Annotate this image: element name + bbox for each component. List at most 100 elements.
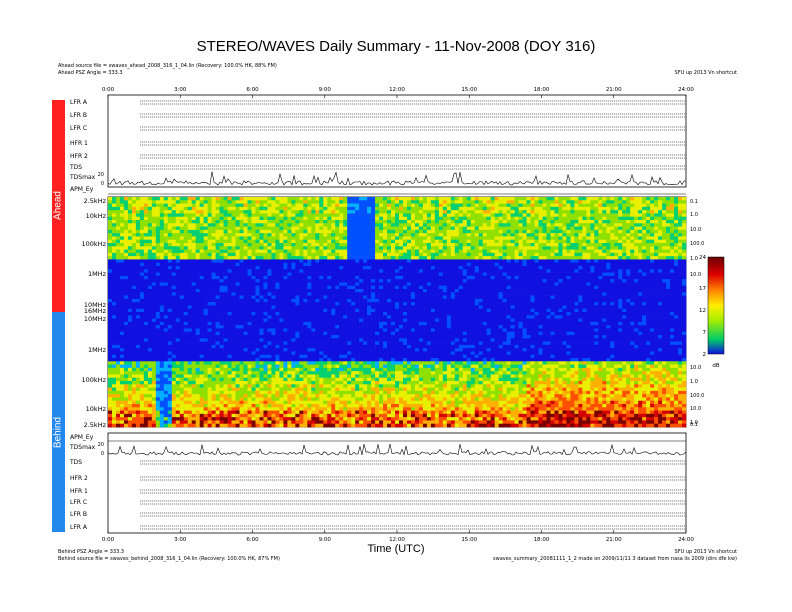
spectrogram-cell xyxy=(602,210,607,214)
spectrogram-cell xyxy=(291,229,296,234)
spectrogram-cell xyxy=(235,236,240,241)
spectrogram-cell xyxy=(295,243,300,247)
spectrogram-cell xyxy=(622,200,627,204)
spectrogram-cell xyxy=(275,203,280,208)
spectrogram-cell xyxy=(255,269,260,273)
spectrogram-cell xyxy=(383,246,388,250)
spectrogram-cell xyxy=(123,305,129,310)
spectrogram-cell xyxy=(654,239,659,244)
spectrogram-cell xyxy=(610,213,615,218)
spectrogram-cell xyxy=(387,266,392,270)
spectrogram-cell xyxy=(207,200,212,204)
spectrogram-cell xyxy=(506,243,511,247)
spectrogram-cell xyxy=(590,249,595,254)
spectrogram-cell xyxy=(682,275,687,280)
spectrogram-cell xyxy=(327,302,332,306)
spectrogram-cell xyxy=(271,220,276,224)
spectrogram-cell xyxy=(131,289,137,293)
spectrogram-cell xyxy=(406,292,412,296)
spectrogram-cell xyxy=(127,243,133,247)
spectrogram-cell xyxy=(211,298,216,303)
spectrogram-cell xyxy=(486,252,491,257)
spectrogram-cell xyxy=(207,246,212,250)
spectrogram-cell xyxy=(247,269,252,273)
spectrogram-cell xyxy=(474,220,480,224)
spectrogram-cell xyxy=(478,223,484,227)
spectrogram-cell xyxy=(634,272,639,277)
spectrogram-cell xyxy=(335,252,340,257)
spectrogram-cell xyxy=(223,285,228,290)
spectrogram-cell xyxy=(678,226,683,231)
spectrogram-cell xyxy=(139,282,145,287)
spectrogram-cell xyxy=(115,236,121,241)
spectrogram-cell xyxy=(650,197,655,201)
spectrogram-cell xyxy=(462,213,468,218)
spectrogram-cell xyxy=(343,252,348,257)
spectrogram-cell xyxy=(303,206,308,211)
spectrogram-cell xyxy=(339,220,344,224)
spectrogram-cell xyxy=(554,282,559,287)
spectrogram-cell xyxy=(514,302,519,306)
spectrogram-cell xyxy=(259,266,264,270)
spectrogram-cell xyxy=(614,223,619,227)
spectrogram-cell xyxy=(343,246,348,250)
spectrogram-cell xyxy=(195,200,200,204)
spectrogram-cell xyxy=(127,226,133,231)
spectrogram-cell xyxy=(115,298,121,303)
spectrogram-cell xyxy=(654,305,659,310)
spectrogram-cell xyxy=(646,220,651,224)
spectrogram-cell xyxy=(546,302,551,306)
spectrogram-cell xyxy=(163,197,169,201)
spectrogram-cell xyxy=(658,282,663,287)
spectrogram-cell xyxy=(335,233,340,237)
spectrogram-cell xyxy=(383,285,388,290)
spectrogram-cell xyxy=(195,223,200,227)
spectrogram-cell xyxy=(295,229,300,234)
spectrogram-cell xyxy=(151,239,157,244)
spectrogram-cell xyxy=(311,305,316,310)
spectrogram-cell xyxy=(606,272,611,277)
spectrogram-cell xyxy=(343,236,348,241)
spectrogram-cell xyxy=(119,252,125,257)
spectrogram-cell xyxy=(375,210,380,214)
spectrogram-cell xyxy=(510,275,515,280)
spectrogram-cell xyxy=(522,295,527,300)
spectrogram-cell xyxy=(670,246,675,250)
spectrogram-cell xyxy=(231,279,236,283)
spectrogram-cell xyxy=(299,206,304,211)
spectrogram-cell xyxy=(578,206,583,211)
spectrogram-cell xyxy=(235,252,240,257)
spectrogram-cell xyxy=(135,213,141,218)
spectrogram-cell xyxy=(135,252,141,257)
spectrogram-cell xyxy=(163,233,169,237)
spectrogram-cell xyxy=(335,282,340,287)
spectrogram-cell xyxy=(167,308,173,313)
spectrogram-cell xyxy=(630,200,635,204)
spectrogram-cell xyxy=(466,206,472,211)
spectrogram-cell xyxy=(526,203,531,208)
spectrogram-cell xyxy=(175,229,181,234)
spectrogram-cell xyxy=(670,239,675,244)
spectrogram-cell xyxy=(375,256,380,260)
spectrogram-cell xyxy=(171,246,177,250)
spectrogram-cell xyxy=(546,206,551,211)
spectrogram-cell xyxy=(375,229,380,234)
spectrogram-cell xyxy=(303,275,308,280)
spectrogram-cell xyxy=(474,206,480,211)
spectrogram-cell xyxy=(618,200,623,204)
spectrogram-cell xyxy=(566,206,571,211)
spectrogram-cell xyxy=(558,246,563,250)
spectrogram-cell xyxy=(363,226,368,231)
spectrogram-cell xyxy=(175,236,181,241)
spectrogram-cell xyxy=(646,233,651,237)
spectrogram-cell xyxy=(279,210,284,214)
spectrogram-cell xyxy=(506,285,511,290)
spectrogram-cell xyxy=(147,210,153,214)
spectrogram-cell xyxy=(546,213,551,218)
spectrogram-cell xyxy=(406,285,412,290)
spectrogram-cell xyxy=(402,275,408,280)
spectrogram-cell xyxy=(474,262,480,267)
spectrogram-cell xyxy=(147,216,153,221)
spectrogram-cell xyxy=(355,220,360,224)
spectrogram-cell xyxy=(239,252,244,257)
